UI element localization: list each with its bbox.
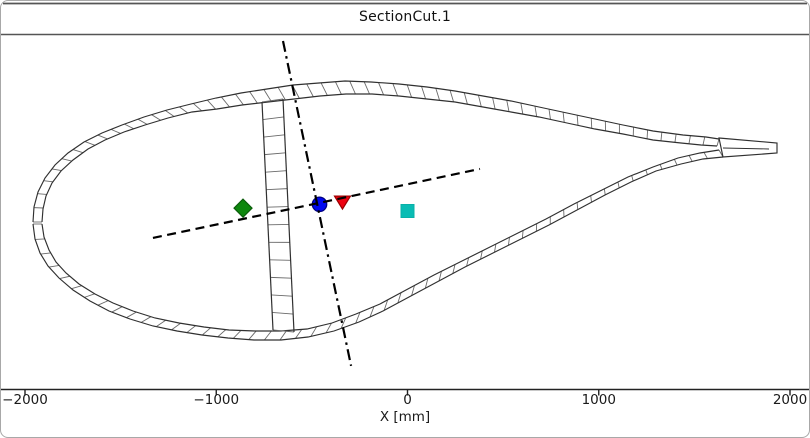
x-tick-label: −2000 <box>2 392 48 408</box>
pitch-axis-line <box>281 40 353 367</box>
x-tick-label: 2000 <box>772 392 808 408</box>
x-axis-label: X [mm] <box>379 409 431 425</box>
x-tick-label: −1000 <box>193 392 240 408</box>
green-diamond-marker <box>233 198 253 218</box>
x-tick-label: 0 <box>403 392 412 408</box>
cyan-square-marker <box>400 204 415 218</box>
plot-title: SectionCut.1 <box>359 9 451 25</box>
x-tick-label: 1000 <box>581 392 616 408</box>
